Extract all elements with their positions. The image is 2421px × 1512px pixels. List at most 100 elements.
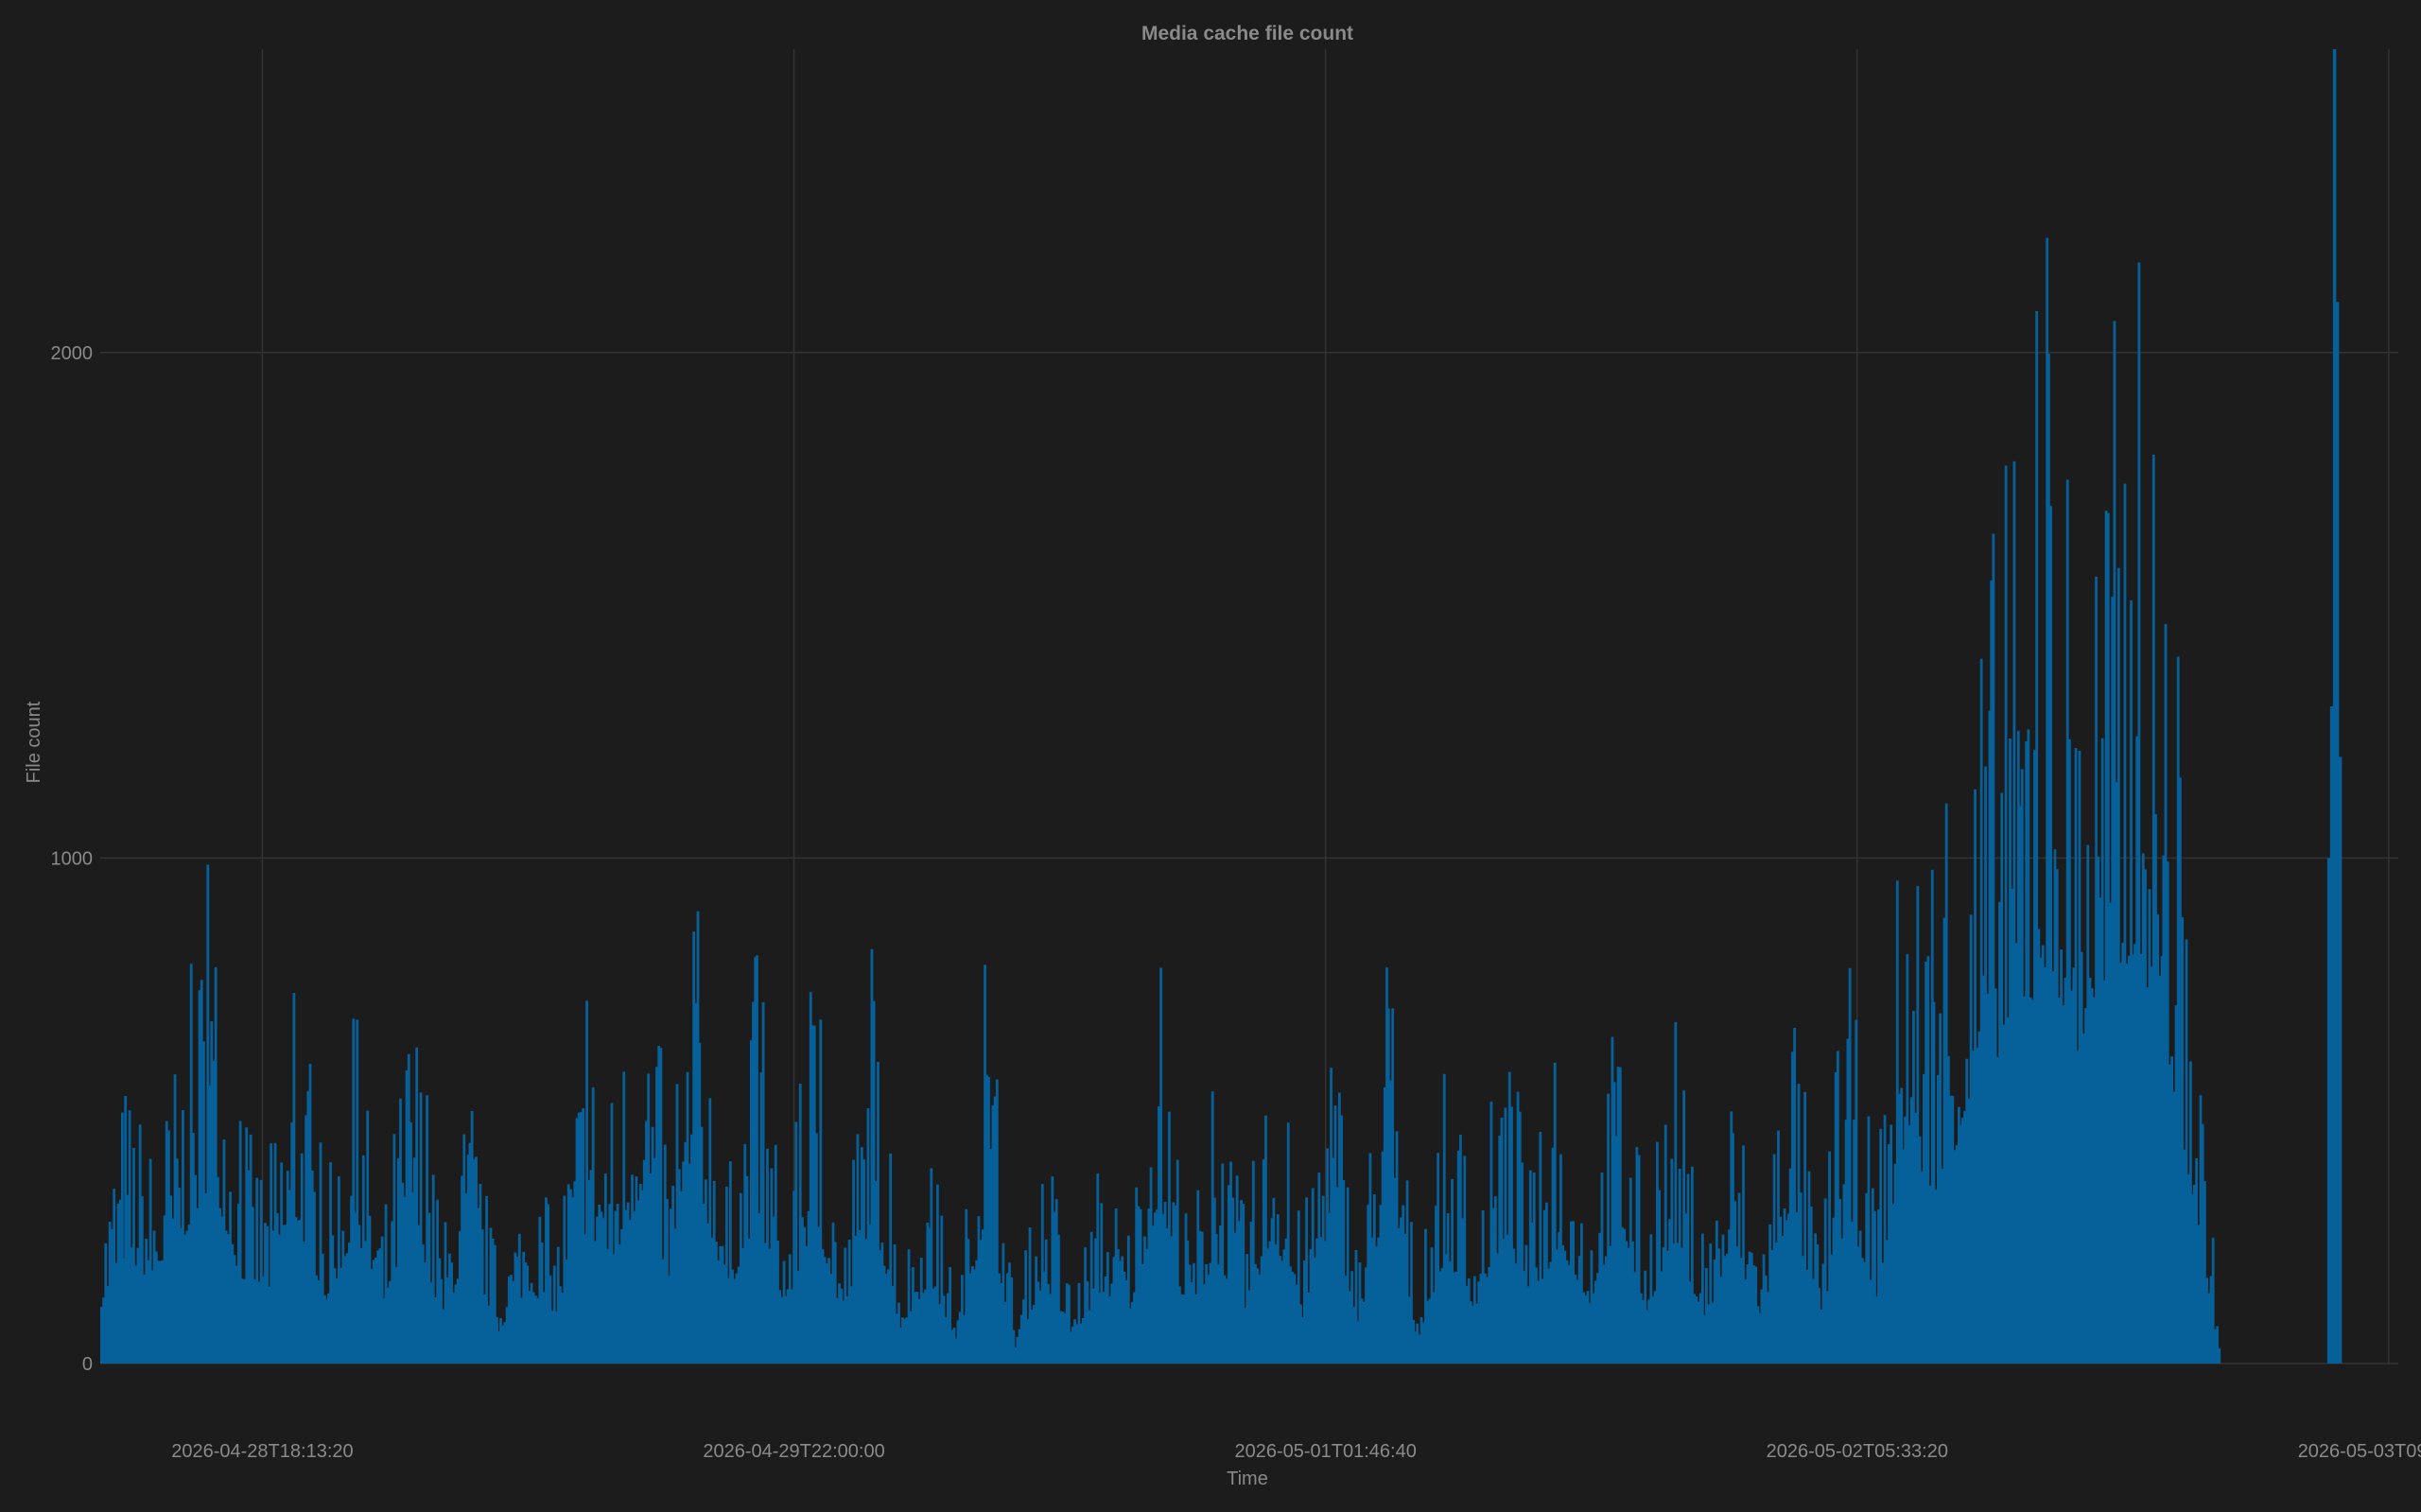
bar <box>503 1322 507 1364</box>
bar <box>1010 1277 1014 1364</box>
bar <box>680 1190 683 1364</box>
bar <box>2109 902 2112 1364</box>
bar <box>796 1271 800 1364</box>
bar <box>1644 1270 1647 1364</box>
bar <box>1742 1145 1745 1364</box>
bar <box>1262 1158 1265 1364</box>
bar <box>1754 1266 1758 1364</box>
bar <box>1184 1213 1188 1364</box>
bar <box>1953 1150 1957 1364</box>
bar <box>1926 956 1930 1364</box>
bar <box>1163 1202 1167 1364</box>
y-tick-label: 1000 <box>51 848 94 869</box>
bar <box>661 1259 665 1364</box>
spike-bar <box>2326 858 2331 1364</box>
bar <box>1049 1294 1053 1364</box>
bar <box>421 1244 425 1364</box>
bar <box>2207 1293 2211 1364</box>
bar <box>1825 1291 1829 1364</box>
bar <box>1305 1197 1309 1364</box>
bar <box>1456 1150 1460 1364</box>
bar <box>178 1187 181 1364</box>
bar <box>1965 1058 1969 1364</box>
bar <box>2115 781 2118 1364</box>
bar <box>180 1227 183 1364</box>
bar <box>993 1096 997 1364</box>
bar <box>1814 1233 1818 1364</box>
bar <box>1904 1116 1907 1364</box>
bar <box>575 1118 579 1364</box>
bar <box>1809 1207 1813 1364</box>
bar <box>1377 1237 1381 1364</box>
bar <box>1963 1110 1966 1364</box>
bar <box>2068 739 2071 1364</box>
bar <box>1818 1287 1820 1364</box>
bar <box>780 1296 784 1364</box>
x-tick-label: 2026-05-02T05:33:20 <box>1767 1441 1948 1462</box>
bar <box>1936 1074 1940 1364</box>
bar <box>2047 354 2050 1364</box>
bar <box>2080 951 2083 1364</box>
bar <box>401 1182 405 1364</box>
bar <box>1530 1222 1534 1364</box>
bar <box>1065 1283 1069 1364</box>
bar <box>559 1286 562 1364</box>
bar <box>1068 1284 1071 1364</box>
bar <box>1123 1271 1126 1364</box>
bar <box>1799 1192 1803 1364</box>
bar <box>1674 1021 1678 1364</box>
bar <box>651 1126 654 1364</box>
bar <box>1695 1295 1698 1364</box>
bar <box>1709 1243 1713 1364</box>
bar <box>1528 1170 1532 1364</box>
bar <box>2135 736 2139 1364</box>
bar <box>1141 1264 1144 1364</box>
bar <box>392 1134 396 1364</box>
bar <box>2186 1173 2190 1364</box>
bar <box>1524 1244 1528 1364</box>
bar <box>1491 1208 1495 1364</box>
bar <box>1036 1281 1040 1364</box>
bar <box>2181 916 2185 1364</box>
bar <box>968 1273 972 1364</box>
bar <box>485 1195 488 1364</box>
bar <box>524 1262 528 1364</box>
bar <box>1383 1086 1386 1364</box>
bar <box>1737 1192 1741 1364</box>
bar <box>512 1280 515 1364</box>
bar <box>591 1086 595 1364</box>
bar <box>1569 1221 1573 1364</box>
bar <box>1237 1221 1241 1364</box>
bar <box>1551 1147 1555 1364</box>
bar <box>2199 1095 2203 1364</box>
bar <box>2121 942 2125 1364</box>
bar <box>657 1046 661 1364</box>
bar <box>434 1296 437 1364</box>
bar <box>1091 1288 1095 1364</box>
bar <box>409 1121 412 1364</box>
bar <box>198 990 201 1364</box>
bar <box>317 1280 321 1364</box>
bar <box>224 1230 228 1364</box>
bar <box>499 1318 502 1364</box>
bar <box>889 1153 893 1364</box>
bar <box>522 1251 526 1364</box>
bar <box>1221 1163 1225 1364</box>
bar <box>1916 885 1920 1364</box>
bar <box>165 1121 168 1364</box>
bar <box>1541 1278 1544 1364</box>
bar <box>1832 1217 1836 1364</box>
bar <box>2060 949 2064 1364</box>
bar <box>1326 1148 1330 1364</box>
bar <box>1472 1276 1476 1364</box>
bar <box>1874 1295 1878 1364</box>
bar <box>1418 1334 1421 1364</box>
bar <box>1428 1298 1432 1364</box>
bar <box>1284 1238 1288 1364</box>
bar <box>1370 1237 1374 1364</box>
bar <box>2033 750 2036 1364</box>
bar <box>1219 1225 1222 1364</box>
x-axis-label: Time <box>1227 1469 1268 1489</box>
bar <box>1576 1279 1579 1364</box>
bar <box>501 1325 505 1364</box>
